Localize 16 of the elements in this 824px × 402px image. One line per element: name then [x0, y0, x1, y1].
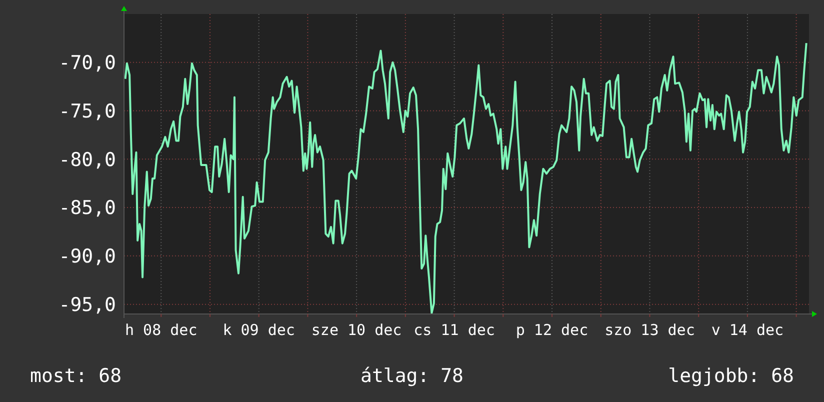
x-tick-label: sze 10 dec [311, 321, 402, 339]
x-tick-label: p 12 dec [516, 321, 588, 339]
y-tick-label: -70,0 [58, 52, 116, 74]
y-tick-label: -75,0 [58, 100, 116, 122]
x-tick-label: k 09 dec [222, 321, 295, 339]
text: legjobb: 68 [668, 365, 794, 387]
y-tick-label: -80,0 [58, 148, 116, 171]
text: átlag: 78 [360, 365, 464, 387]
x-tick-label: szo 13 dec [604, 321, 695, 339]
x-tick-label: cs 11 dec [414, 321, 495, 339]
x-tick-label: h 08 dec [124, 321, 198, 339]
x-tick-label: v 14 dec [711, 321, 784, 339]
y-tick-label: -95,0 [58, 294, 116, 316]
y-tick-label: -85,0 [58, 197, 116, 220]
y-tick-label: -90,0 [58, 246, 116, 268]
text: most: 68 [30, 365, 122, 387]
